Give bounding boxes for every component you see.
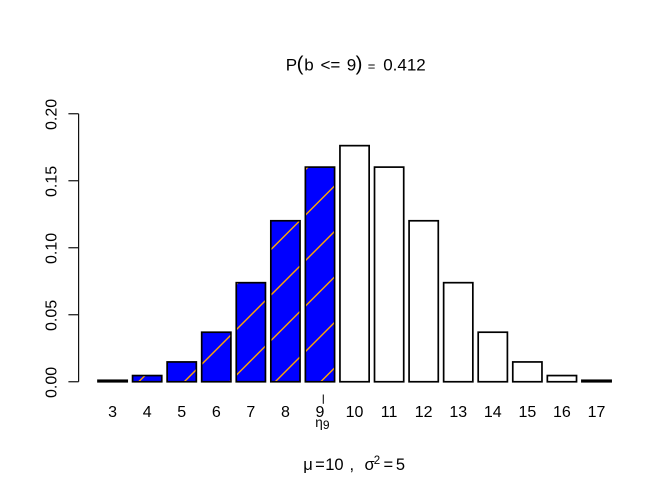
svg-text:0.05: 0.05 bbox=[44, 300, 61, 331]
svg-text:0.00: 0.00 bbox=[44, 367, 61, 398]
svg-text:15: 15 bbox=[518, 404, 536, 421]
svg-text:P(b<=9)=0.412: P(b <= 9) = 0.412 bbox=[286, 53, 426, 76]
svg-text:0.10: 0.10 bbox=[44, 233, 61, 264]
svg-text:5: 5 bbox=[177, 404, 186, 421]
svg-text:9: 9 bbox=[316, 404, 325, 421]
svg-text:0.15: 0.15 bbox=[44, 166, 61, 197]
svg-text:8: 8 bbox=[281, 404, 290, 421]
svg-text:11: 11 bbox=[381, 404, 398, 421]
svg-text:14: 14 bbox=[484, 404, 502, 421]
svg-text:13: 13 bbox=[449, 404, 467, 421]
svg-text:μ=10,σ2=5: μ =10, σ2 = 5 bbox=[303, 455, 405, 474]
svg-text:4: 4 bbox=[143, 404, 152, 421]
svg-text:6: 6 bbox=[212, 404, 221, 421]
svg-text:0.20: 0.20 bbox=[44, 99, 61, 130]
svg-text:η9: η9 bbox=[315, 415, 330, 432]
svg-text:7: 7 bbox=[246, 404, 255, 421]
svg-text:12: 12 bbox=[415, 404, 433, 421]
svg-text:3: 3 bbox=[108, 404, 117, 421]
svg-text:10: 10 bbox=[346, 404, 364, 421]
svg-text:16: 16 bbox=[553, 404, 571, 421]
svg-text:17: 17 bbox=[588, 404, 606, 421]
